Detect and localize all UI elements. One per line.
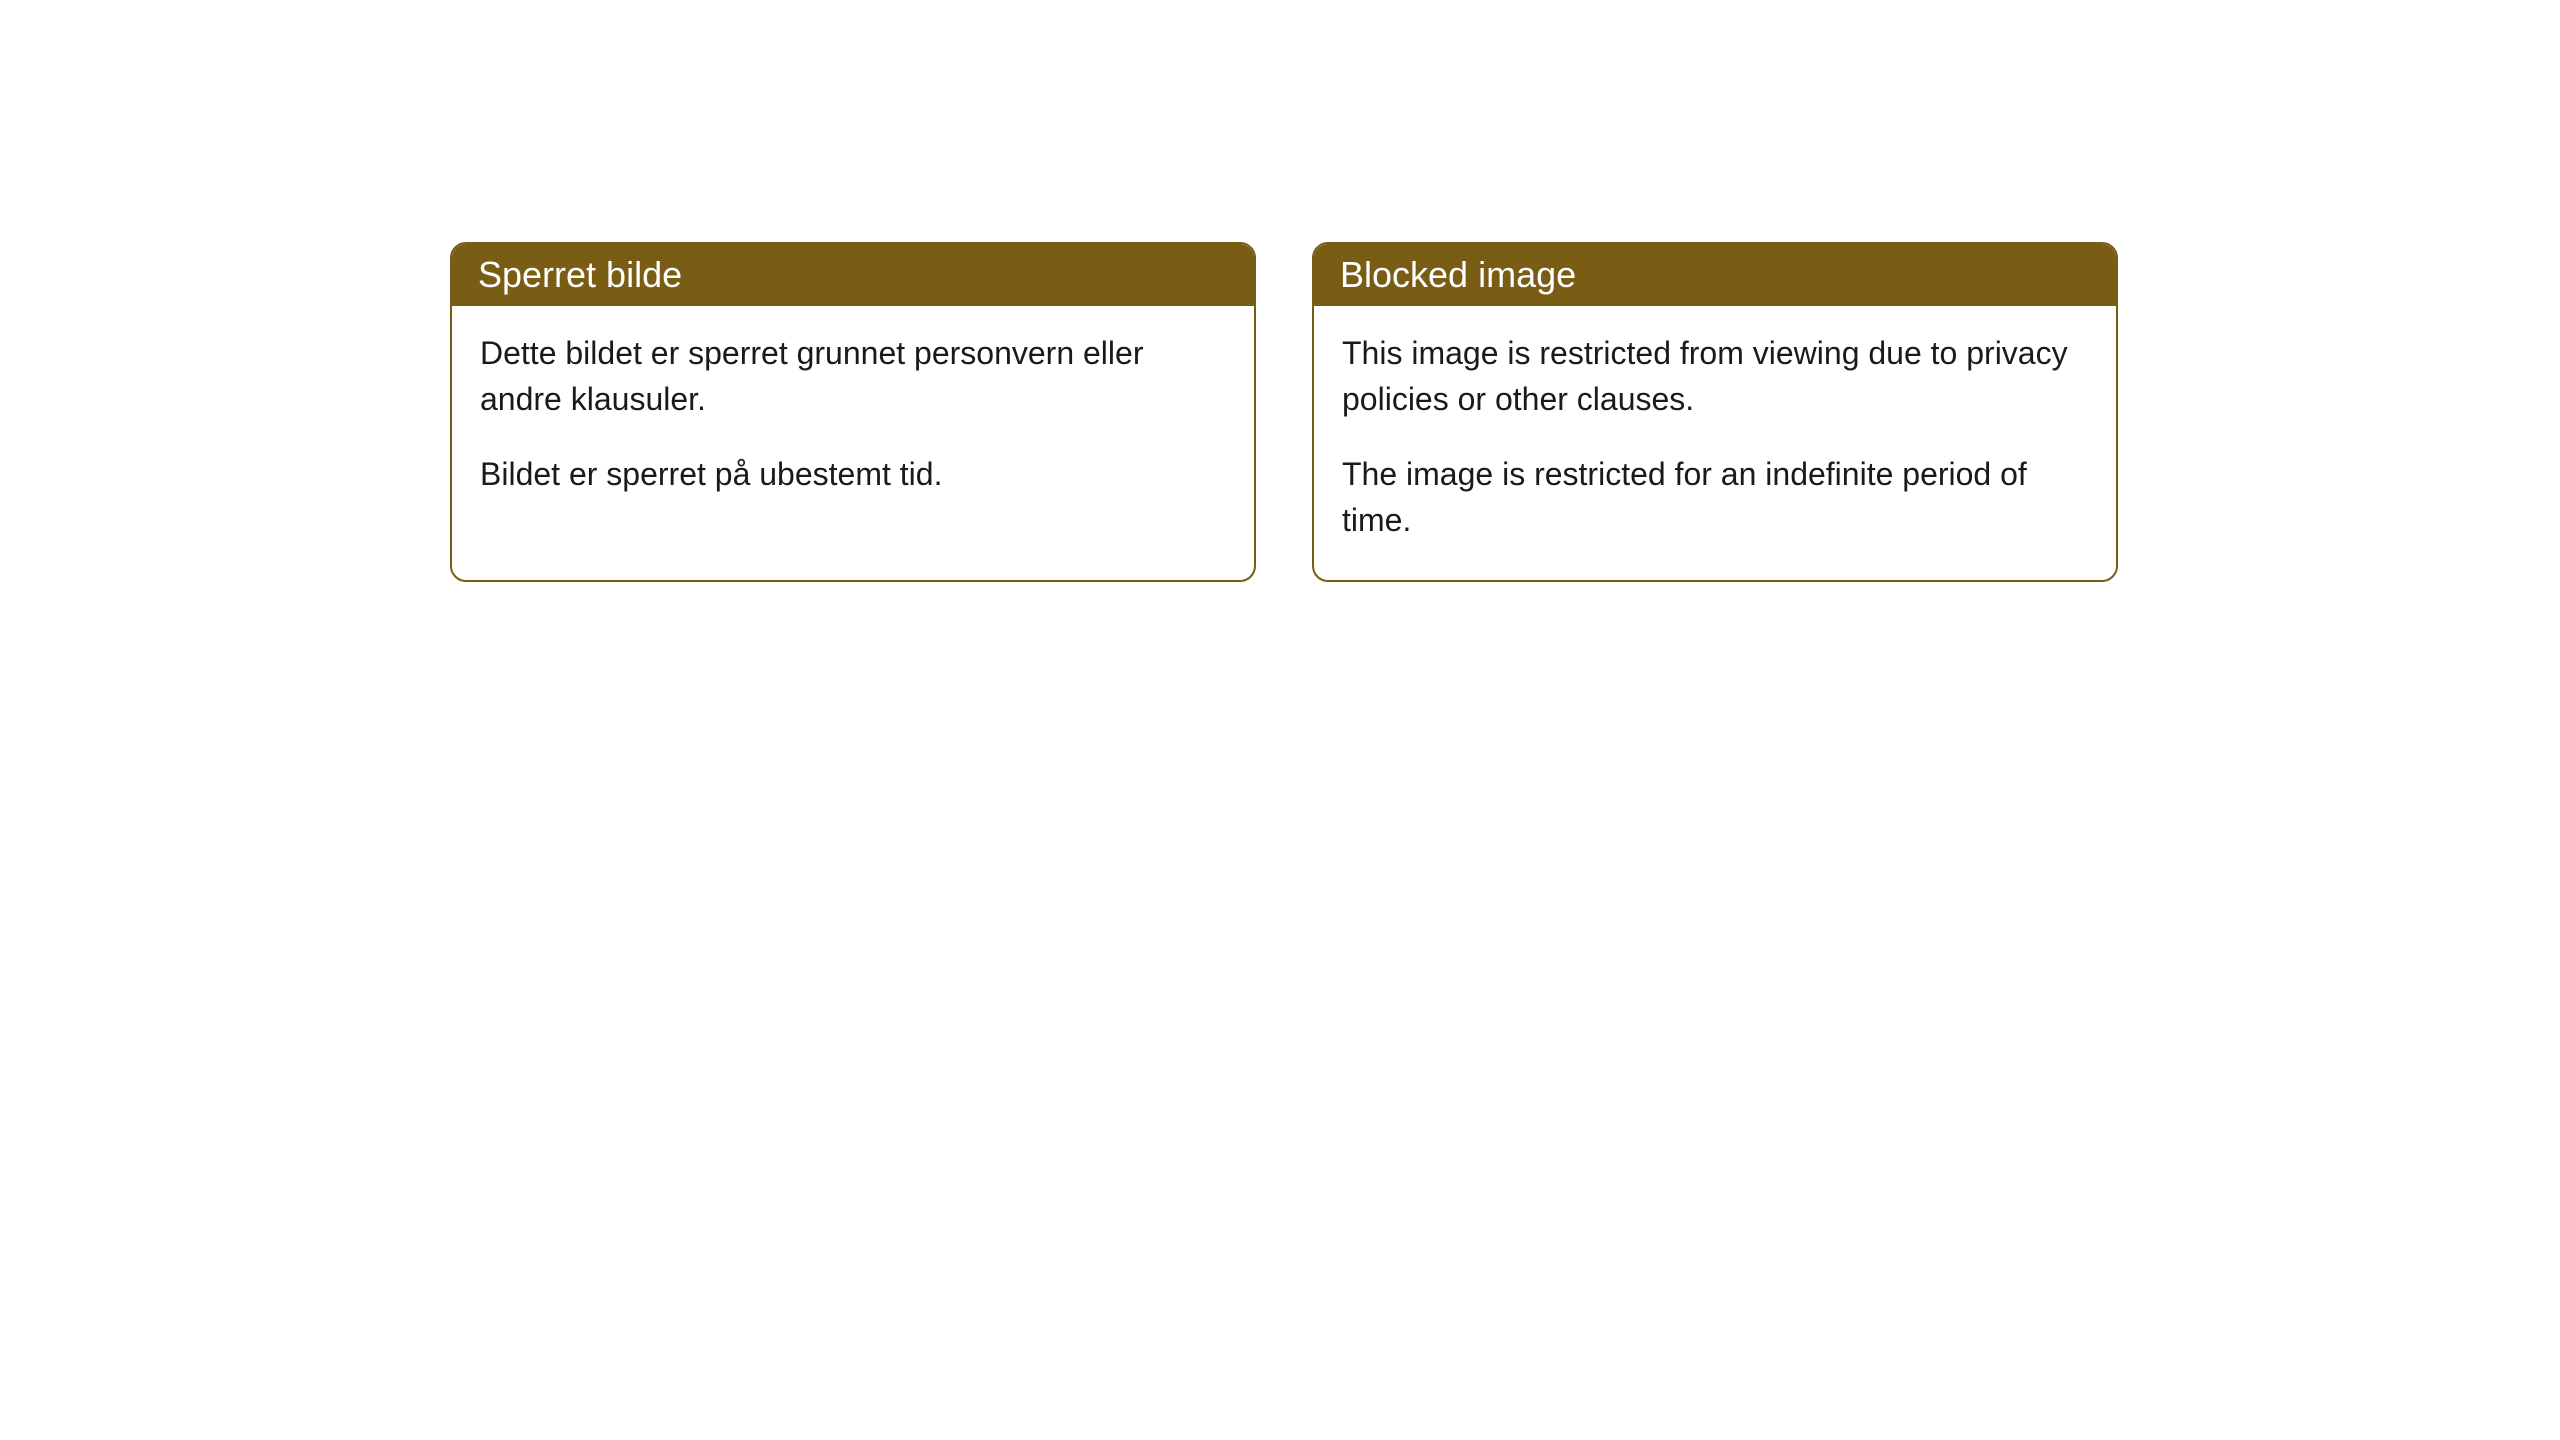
card-body-norwegian: Dette bildet er sperret grunnet personve…	[452, 306, 1254, 533]
card-paragraph: Dette bildet er sperret grunnet personve…	[480, 330, 1226, 423]
card-title: Blocked image	[1340, 254, 1576, 295]
card-title: Sperret bilde	[478, 254, 682, 295]
card-norwegian: Sperret bilde Dette bildet er sperret gr…	[450, 242, 1256, 582]
card-header-norwegian: Sperret bilde	[452, 244, 1254, 306]
card-english: Blocked image This image is restricted f…	[1312, 242, 2118, 582]
card-body-english: This image is restricted from viewing du…	[1314, 306, 2116, 580]
cards-container: Sperret bilde Dette bildet er sperret gr…	[450, 242, 2118, 582]
card-paragraph: This image is restricted from viewing du…	[1342, 330, 2088, 423]
card-paragraph: Bildet er sperret på ubestemt tid.	[480, 451, 1226, 497]
card-header-english: Blocked image	[1314, 244, 2116, 306]
card-paragraph: The image is restricted for an indefinit…	[1342, 451, 2088, 544]
